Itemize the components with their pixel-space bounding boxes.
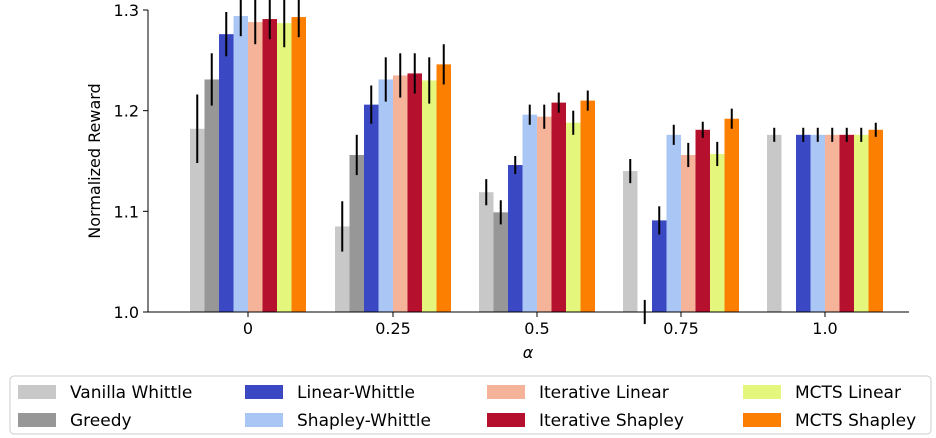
bars-layer: [190, 16, 883, 313]
legend-box: [9, 375, 932, 435]
bar: [393, 75, 408, 312]
x-tick-label: 1.0: [812, 319, 837, 338]
bar: [349, 154, 364, 312]
bar: [479, 192, 494, 312]
legend-swatch: [743, 413, 781, 427]
bar: [422, 80, 437, 312]
bar: [262, 19, 277, 313]
x-tick-label: 0.25: [375, 319, 411, 338]
bar: [537, 116, 552, 312]
bar: [436, 64, 451, 312]
bar: [291, 17, 306, 313]
legend: Vanilla Whittle Greedy Linear-Whittle Shapl…: [9, 375, 932, 435]
bar: [767, 134, 782, 312]
bar: [233, 16, 248, 312]
bar: [364, 104, 379, 312]
bar: [623, 171, 638, 312]
legend-label: Greedy: [70, 411, 132, 431]
legend-swatch: [487, 413, 525, 427]
bar: [724, 118, 739, 312]
bar: [493, 212, 508, 312]
legend-swatch: [245, 413, 283, 427]
x-tick-label: 0.5: [524, 319, 549, 338]
legend-swatch: [18, 413, 56, 427]
axes: [147, 10, 909, 313]
legend-label: MCTS Shapley: [795, 411, 916, 431]
legend-swatch: [487, 385, 525, 399]
bar: [681, 154, 696, 312]
y-tick-label: 1.3: [114, 1, 139, 20]
y-tick-label: 1.1: [114, 202, 139, 221]
bar: [204, 79, 219, 313]
x-tick-label: 0.75: [663, 319, 699, 338]
y-ticks: 1.0 1.1 1.2 1.3: [114, 1, 148, 322]
bar: [854, 134, 869, 312]
bar: [580, 100, 595, 312]
bar: [868, 129, 883, 312]
legend-swatch: [245, 385, 283, 399]
x-axis-label: α: [523, 343, 534, 362]
bar: [666, 134, 681, 312]
bar: [710, 153, 725, 312]
legend-label: Shapley-Whittle: [297, 411, 431, 431]
bar: [652, 220, 667, 312]
bar: [825, 134, 840, 312]
bar: [508, 165, 523, 312]
bar: [522, 114, 537, 313]
y-axis-label: Normalized Reward: [85, 83, 104, 238]
bar: [219, 34, 234, 312]
legend-label: Linear-Whittle: [297, 383, 415, 403]
bar: [335, 226, 350, 312]
bar: [551, 102, 566, 312]
y-tick-label: 1.0: [114, 303, 139, 322]
bar: [796, 134, 811, 312]
error-bars-layer: [196, 0, 877, 325]
bar: [407, 73, 422, 312]
legend-label: MCTS Linear: [795, 383, 901, 403]
bar: [378, 79, 393, 313]
legend-label: Iterative Linear: [539, 383, 669, 403]
x-tick-label: 0: [243, 319, 253, 338]
legend-swatch: [743, 385, 781, 399]
bar: [566, 122, 581, 312]
bar: [839, 134, 854, 312]
legend-label: Iterative Shapley: [539, 411, 684, 431]
legend-swatch: [18, 385, 56, 399]
bar: [248, 22, 263, 313]
legend-label: Vanilla Whittle: [70, 383, 192, 403]
bar: [695, 129, 710, 312]
y-tick-label: 1.2: [114, 102, 139, 121]
bar: [810, 134, 825, 312]
bar: [190, 128, 205, 312]
bar: [277, 23, 292, 312]
x-ticks: 0 0.25 0.5 0.75 1.0: [243, 312, 838, 338]
